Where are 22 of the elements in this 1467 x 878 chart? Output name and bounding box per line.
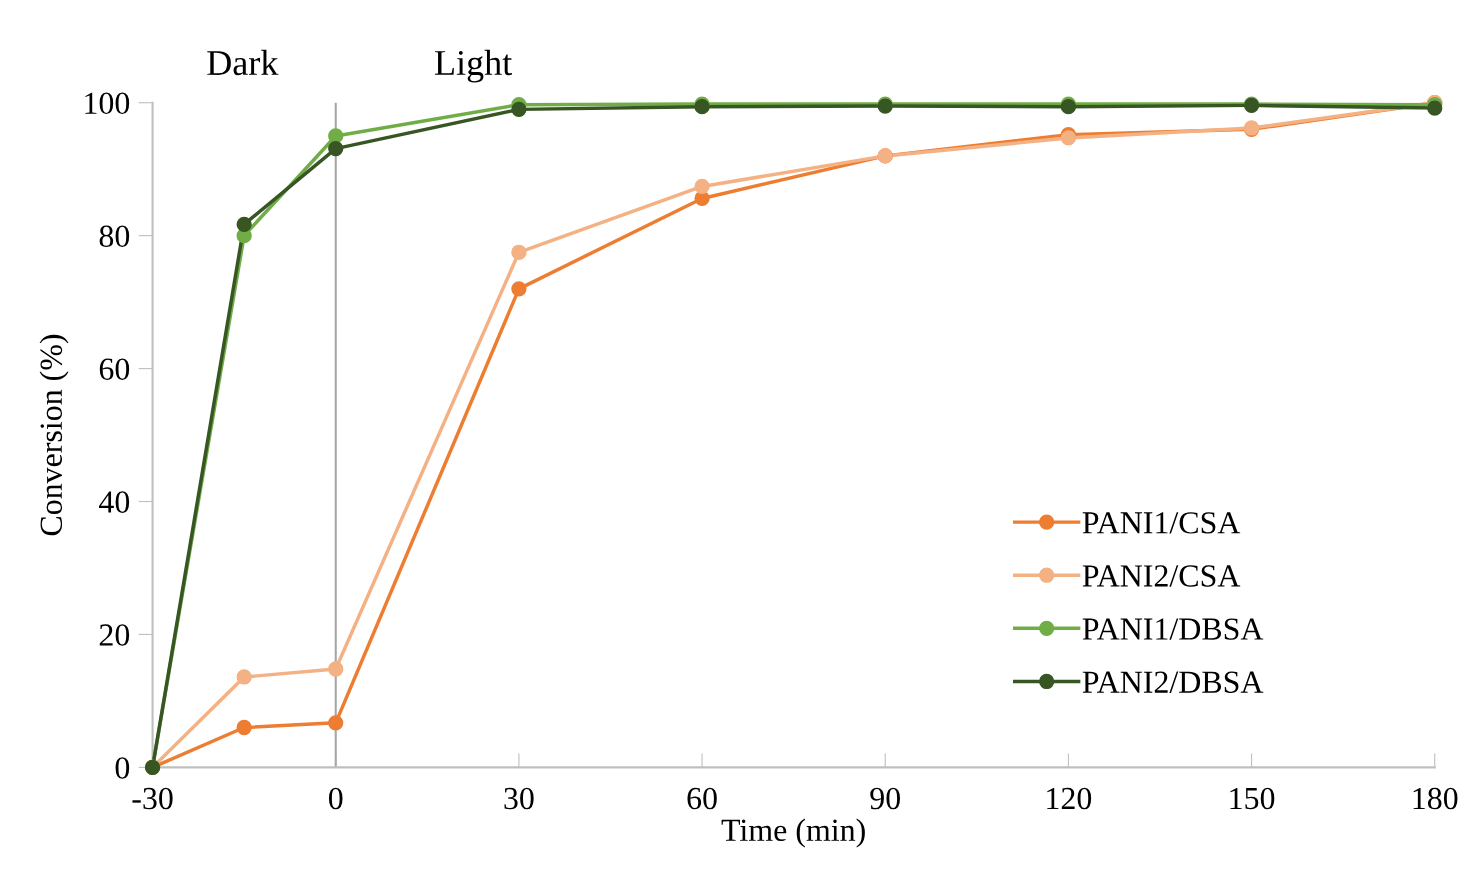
y-tick-label: 40 bbox=[99, 491, 130, 513]
x-tick-label: 90 bbox=[870, 787, 900, 810]
legend-label: PANI2/DBSA bbox=[1082, 671, 1264, 693]
x-tick-label: 60 bbox=[687, 787, 717, 810]
y-tick-label: 100 bbox=[85, 92, 130, 115]
y-tick-label: 80 bbox=[99, 225, 130, 248]
x-tick-label: 30 bbox=[504, 787, 534, 810]
x-tick-label: 150 bbox=[1230, 787, 1275, 810]
y-tick-label: 60 bbox=[99, 358, 130, 380]
text: Light bbox=[435, 49, 513, 83]
x-tick-label: -30 bbox=[132, 787, 173, 810]
y-tick-label: 20 bbox=[99, 624, 130, 646]
legend-label: PANI1/DBSA bbox=[1082, 618, 1264, 640]
legend-label: PANI2/CSA bbox=[1082, 565, 1241, 587]
legend-label: PANI1/CSA bbox=[1082, 512, 1241, 534]
y-tick-label: 0 bbox=[115, 757, 130, 779]
x-tick-label: 120 bbox=[1047, 787, 1092, 810]
y-axis-title: Conversion (%) bbox=[39, 334, 69, 536]
x-axis-title: Time (min) bbox=[721, 818, 865, 848]
x-tick-label: 0 bbox=[328, 787, 343, 810]
x-tick-label: 180 bbox=[1413, 787, 1458, 810]
text: Dark bbox=[207, 49, 279, 76]
